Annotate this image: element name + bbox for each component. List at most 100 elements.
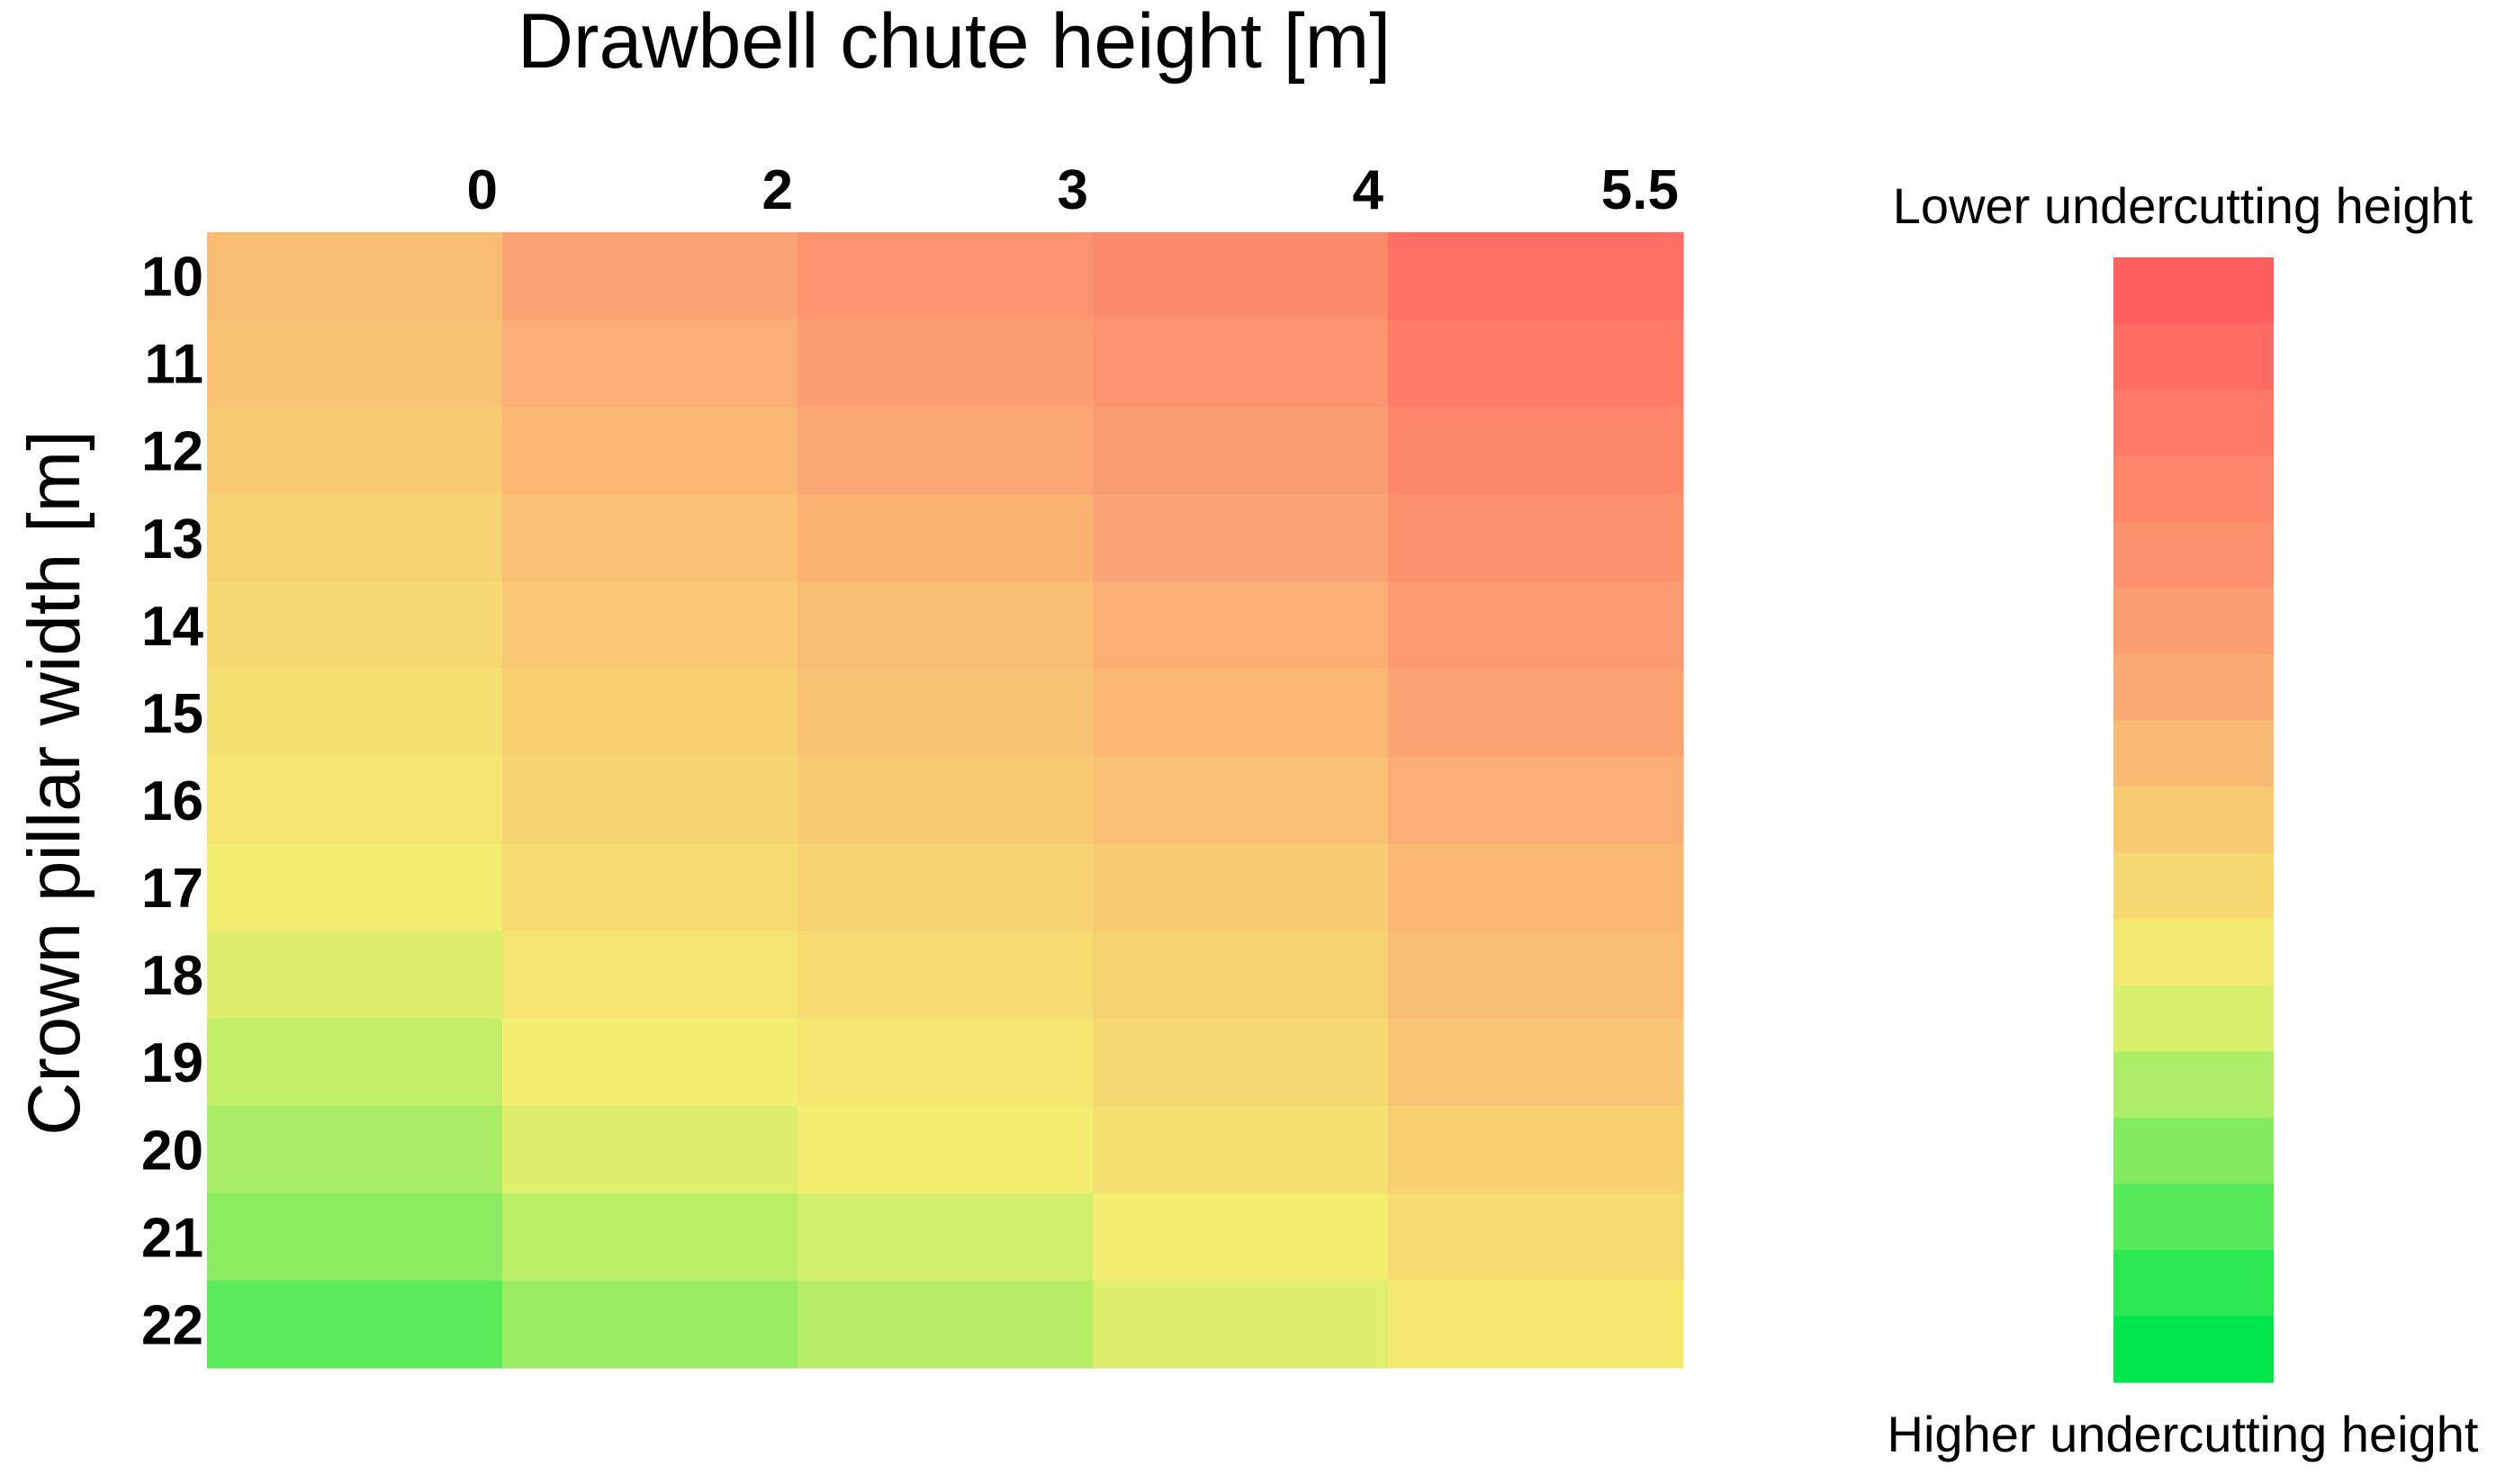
legend-swatch [2113,985,2274,1052]
heatmap-cells [207,232,1684,1369]
heatmap-cell [502,319,798,408]
heatmap-cell [797,1105,1094,1194]
y-tick-label: 16 [141,770,203,832]
heatmap-cell [1388,1105,1684,1194]
heatmap-cell [1093,407,1389,495]
heatmap-cell [1388,1018,1684,1107]
heatmap-cell [207,1280,503,1369]
heatmap-cell [797,319,1094,408]
legend-swatch [2113,323,2274,391]
heatmap-cell [1388,581,1684,670]
y-tick-label: 21 [141,1207,203,1269]
x-tick-label: 5.5 [1601,159,1679,221]
heatmap-cell [502,581,798,670]
heatmap-cell [1388,843,1684,932]
legend-swatch [2113,787,2274,854]
x-tick-label: 0 [467,159,498,221]
heatmap-cell [797,669,1094,758]
legend-swatch [2113,390,2274,457]
legend-swatch [2113,919,2274,986]
heatmap-cell [1388,1280,1684,1369]
heatmap-cell [1093,1280,1389,1369]
heatmap-cell [502,1018,798,1107]
legend-swatch [2113,852,2274,920]
heatmap-cell [797,1280,1094,1369]
legend-swatch [2113,522,2274,589]
heatmap-cell [797,232,1094,320]
heatmap-cell [502,843,798,932]
legend-swatch [2113,455,2274,523]
heatmap-cell [1093,931,1389,1020]
x-axis-label: Drawbell chute height [m] [518,0,1391,85]
heatmap-cell [502,669,798,758]
legend-swatch [2113,588,2274,655]
heatmap-cell [1388,669,1684,758]
heatmap-cell [797,931,1094,1020]
x-tick-labels: 0 2 3 4 5.5 [467,159,1679,221]
legend-swatch [2113,720,2274,787]
y-tick-label: 11 [144,334,203,396]
legend-color-bar [2113,257,2274,1383]
y-axis-label: Crown pillar width [m] [14,430,95,1136]
heatmap-cell [207,931,503,1020]
heatmap-cell [1388,494,1684,582]
heatmap-cell [1093,232,1389,320]
y-tick-label: 17 [141,858,203,920]
heatmap-cell [1093,843,1389,932]
heatmap-cell [207,494,503,582]
legend-swatch [2113,1051,2274,1119]
heatmap-cell [502,494,798,582]
heatmap-cell [502,756,798,845]
x-tick-label: 3 [1058,159,1088,221]
legend-top-label: Lower undercutting height [1893,177,2473,234]
y-tick-label: 14 [141,596,203,658]
y-tick-label: 13 [141,508,203,571]
y-tick-label: 15 [141,683,203,745]
heatmap-cell [797,1018,1094,1107]
y-tick-label: 10 [141,247,203,309]
heatmap-cell [797,407,1094,495]
heatmap-cell [1388,1192,1684,1282]
heatmap-cell [797,843,1094,932]
heatmap-cell [1093,494,1389,582]
heatmap-cell [797,1192,1094,1282]
heatmap-cell [1093,319,1389,408]
heatmap-cell [1093,1018,1389,1107]
heatmap-cell [797,756,1094,845]
heatmap-cell [502,1105,798,1194]
y-tick-label: 22 [141,1294,203,1356]
heatmap-cell [502,931,798,1020]
heatmap-cell [1388,931,1684,1020]
heatmap-cell [1388,407,1684,495]
heatmap-cell [207,1192,503,1282]
heatmap-cell [207,319,503,408]
heatmap-cell [1388,232,1684,320]
heatmap-cell [207,843,503,932]
color-legend: Lower undercutting height Higher undercu… [1888,177,2479,1462]
heatmap-cell [1388,756,1684,845]
legend-swatch [2113,1117,2274,1185]
heatmap-cell [502,1280,798,1369]
heatmap-cell [207,1018,503,1107]
heatmap-cell [1093,1105,1389,1194]
legend-swatch [2113,257,2274,325]
y-tick-label: 19 [141,1032,203,1094]
legend-swatch [2113,1183,2274,1251]
legend-swatch [2113,654,2274,722]
y-tick-label: 12 [141,421,203,483]
heatmap-cell [207,1105,503,1194]
y-tick-label: 18 [141,945,203,1007]
heatmap-cell [207,232,503,320]
heatmap-cell [797,581,1094,670]
heatmap-cell [502,407,798,495]
x-tick-label: 4 [1353,159,1384,221]
heatmap-cell [207,581,503,670]
heatmap-cell [1093,1192,1389,1282]
heatmap-cell [1388,319,1684,408]
legend-swatch [2113,1316,2274,1383]
heatmap-cell [1093,756,1389,845]
heatmap-cell [502,232,798,320]
x-tick-label: 2 [762,159,793,221]
heatmap-cell [797,494,1094,582]
